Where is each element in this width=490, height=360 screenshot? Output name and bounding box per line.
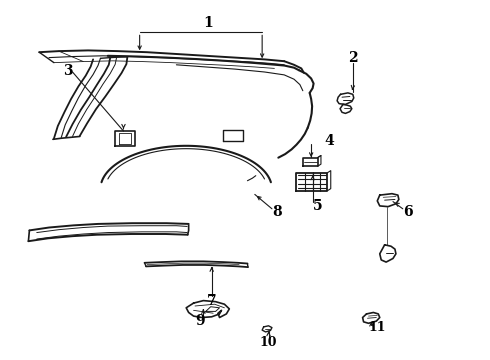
Text: 10: 10 [260,336,277,349]
Text: 9: 9 [195,314,205,328]
Text: 5: 5 [313,199,322,213]
Text: 2: 2 [348,51,358,65]
Text: 8: 8 [272,206,282,219]
Text: 6: 6 [403,205,413,219]
Text: 4: 4 [324,134,334,148]
Text: 1: 1 [203,17,213,30]
Text: 7: 7 [207,294,217,307]
Text: 11: 11 [368,321,386,334]
Text: 3: 3 [63,64,73,78]
